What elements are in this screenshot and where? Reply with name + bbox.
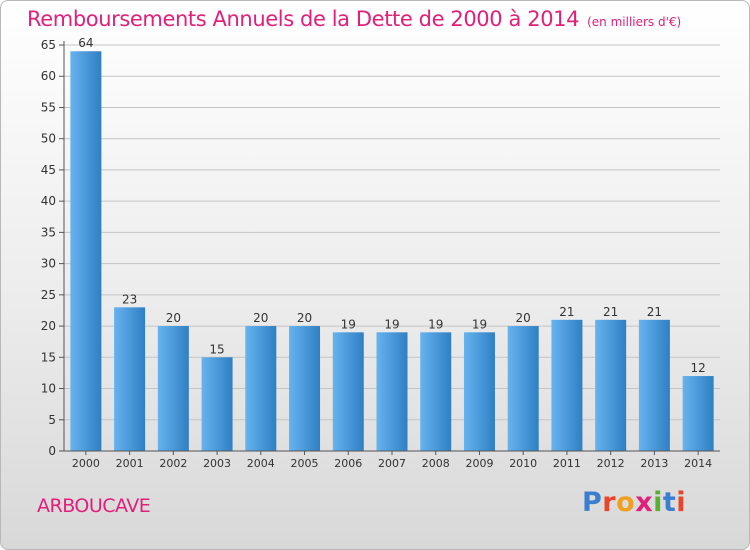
x-tick-label-2012: 2012 — [597, 457, 625, 470]
y-tick-label-50: 50 — [41, 132, 56, 146]
y-tick-label-40: 40 — [41, 194, 56, 208]
x-tick-label-2006: 2006 — [334, 457, 362, 470]
bar-2003 — [201, 357, 233, 451]
data-label-2001: 23 — [122, 292, 137, 306]
bar-2011 — [551, 319, 583, 451]
logo-letter-1: r — [602, 487, 617, 518]
bars — [70, 51, 714, 451]
x-tick-label-2013: 2013 — [640, 457, 668, 470]
x-tick-label-2000: 2000 — [72, 457, 100, 470]
x-tick-label-2014: 2014 — [684, 457, 712, 470]
y-tick-label-25: 25 — [41, 288, 56, 302]
data-label-2009: 19 — [472, 317, 487, 331]
x-tick-label-2009: 2009 — [465, 457, 493, 470]
x-tick-label-2001: 2001 — [116, 457, 144, 470]
bar-2006 — [332, 332, 364, 451]
y-tick-label-60: 60 — [41, 69, 56, 83]
bar-2010 — [507, 326, 539, 451]
data-label-2013: 21 — [647, 305, 662, 319]
data-label-2008: 19 — [428, 317, 443, 331]
place-name: ARBOUCAVE — [37, 495, 151, 517]
logo-letter-0: P — [582, 487, 603, 518]
chart-title: Remboursements Annuels de la Dette de 20… — [27, 7, 681, 31]
title-text: Remboursements Annuels de la Dette de 20… — [27, 7, 580, 31]
data-label-2003: 15 — [209, 342, 224, 356]
bar-2013 — [638, 319, 670, 451]
bar-2008 — [420, 332, 452, 451]
logo-letter-3: x — [635, 487, 654, 518]
y-tick-label-5: 5 — [48, 413, 56, 427]
labels: 0 5 10 15 20 25 30 35 40 45 50 55 60 65 64 2000 23 2001 20… — [41, 36, 712, 470]
y-tick-label-55: 55 — [41, 100, 56, 114]
proxiti-logo[interactable]: Proxiti — [582, 487, 686, 518]
data-label-2012: 21 — [603, 305, 618, 319]
bar-2014 — [682, 376, 714, 451]
bar-2012 — [595, 319, 627, 451]
bar-2007 — [376, 332, 408, 451]
bar-2001 — [114, 307, 146, 451]
y-tick-label-35: 35 — [41, 225, 56, 239]
data-label-2006: 19 — [341, 317, 356, 331]
y-tick-label-45: 45 — [41, 163, 56, 177]
data-label-2014: 12 — [690, 361, 705, 375]
bar-2000 — [70, 51, 102, 451]
data-label-2005: 20 — [297, 311, 312, 325]
y-tick-label-10: 10 — [41, 382, 56, 396]
bar-2005 — [289, 326, 321, 451]
x-tick-label-2011: 2011 — [553, 457, 581, 470]
data-label-2002: 20 — [166, 311, 181, 325]
x-tick-label-2002: 2002 — [159, 457, 187, 470]
data-label-2004: 20 — [253, 311, 268, 325]
x-tick-label-2005: 2005 — [291, 457, 319, 470]
y-tick-label-20: 20 — [41, 319, 56, 333]
logo-letter-5: t — [662, 487, 677, 518]
axes — [59, 41, 720, 455]
logo-letter-4: i — [653, 487, 663, 518]
x-tick-label-2007: 2007 — [378, 457, 406, 470]
x-tick-label-2004: 2004 — [247, 457, 275, 470]
logo-letter-6: i — [676, 487, 687, 518]
bar-2004 — [245, 326, 277, 451]
data-label-2000: 64 — [78, 36, 93, 50]
y-tick-label-65: 65 — [41, 38, 56, 52]
x-tick-label-2010: 2010 — [509, 457, 537, 470]
x-tick-label-2008: 2008 — [422, 457, 450, 470]
bar-2002 — [157, 326, 189, 451]
y-tick-label-15: 15 — [41, 350, 56, 364]
bar-2009 — [463, 332, 495, 451]
unit-label: (en milliers d'€) — [587, 15, 682, 29]
logo-letter-2: o — [616, 487, 636, 518]
data-label-2010: 20 — [516, 311, 531, 325]
x-tick-label-2003: 2003 — [203, 457, 231, 470]
data-label-2011: 21 — [559, 305, 574, 319]
data-label-2007: 19 — [384, 317, 399, 331]
y-tick-label-0: 0 — [48, 444, 56, 458]
y-tick-label-30: 30 — [41, 257, 56, 271]
